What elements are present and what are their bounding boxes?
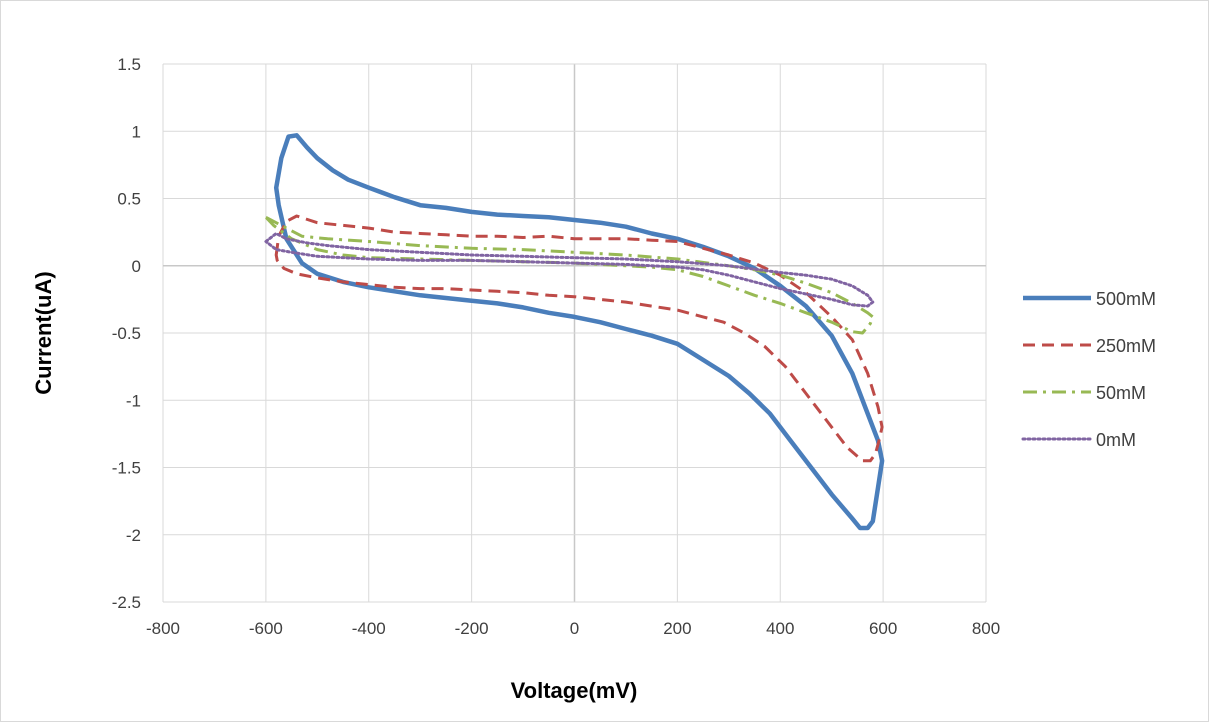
x-axis-title: Voltage(mV) <box>511 678 638 703</box>
y-tick-label: 1.5 <box>117 55 141 74</box>
series-line-50mM <box>264 215 875 335</box>
series-layer <box>264 133 885 531</box>
x-tick-label: 400 <box>766 619 794 638</box>
x-tick-label: -200 <box>455 619 489 638</box>
tick-labels: -800 -600 -400 -200 0 200 400 600 800 1.5 1 0.5 0 -0.… <box>112 55 1000 638</box>
x-tick-label: -400 <box>352 619 386 638</box>
legend: 500mM 250mM 50mM 0mM <box>1021 289 1156 450</box>
legend-label: 0mM <box>1096 430 1136 450</box>
x-tick-label: 0 <box>570 619 579 638</box>
series-line-0mM <box>264 232 875 308</box>
x-tick-label: 800 <box>972 619 1000 638</box>
x-tick-label: -800 <box>146 619 180 638</box>
y-tick-label: -1 <box>126 391 141 410</box>
legend-label: 50mM <box>1096 383 1146 403</box>
legend-label: 250mM <box>1096 336 1156 356</box>
y-tick-label: -2.5 <box>112 593 141 612</box>
y-tick-label: -2 <box>126 526 141 545</box>
x-tick-label: 200 <box>663 619 691 638</box>
legend-label: 500mM <box>1096 289 1156 309</box>
series-line-500mM <box>273 133 885 531</box>
series-line-250mM <box>274 214 884 463</box>
x-tick-label: -600 <box>249 619 283 638</box>
x-tick-label: 600 <box>869 619 897 638</box>
grid-layer <box>162 63 987 603</box>
y-axis-title: Current(uA) <box>31 271 56 394</box>
y-tick-label: 0 <box>132 257 141 276</box>
y-tick-label: 0.5 <box>117 190 141 209</box>
y-tick-label: -1.5 <box>112 459 141 478</box>
y-tick-label: -0.5 <box>112 324 141 343</box>
y-tick-label: 1 <box>132 122 141 141</box>
